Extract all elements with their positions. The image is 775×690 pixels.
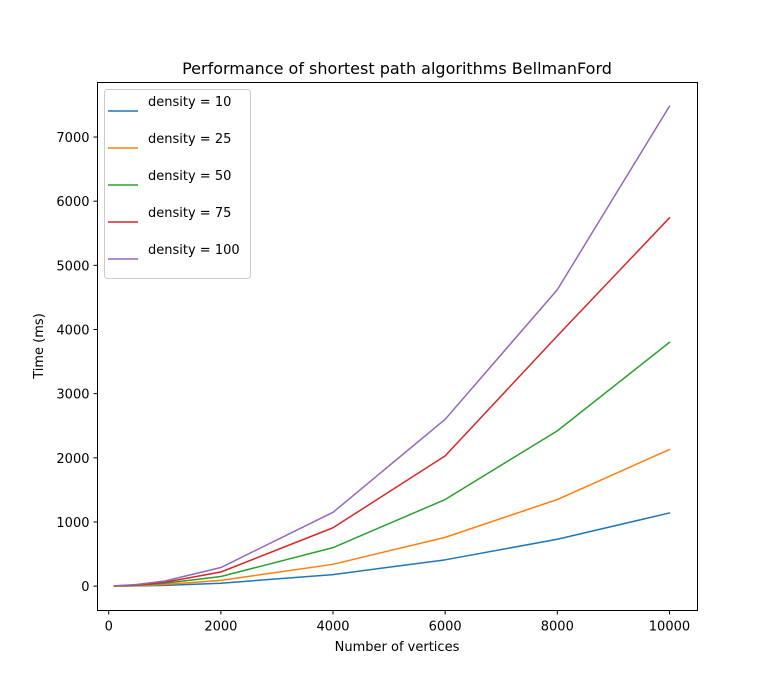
x-axis-ticks: 0 2000 4000 6000 8000 10000 [105,610,690,635]
x-tick-label: 6000 [429,620,462,635]
x-tick-label: 8000 [541,620,574,635]
y-tick-label: 7000 [56,131,89,146]
x-tick-label: 10000 [649,620,690,635]
legend-label-3: density = 75 [148,206,231,221]
legend-label-4: density = 100 [148,243,240,258]
y-tick-label: 5000 [56,259,89,274]
y-tick-label: 4000 [56,323,89,338]
y-axis-label: Time (ms) [32,313,47,380]
y-tick-label: 1000 [56,516,89,531]
y-tick-label: 3000 [56,388,89,403]
series-line-1 [113,448,671,587]
x-tick-label: 0 [105,620,113,635]
y-axis-ticks: 0 1000 2000 3000 4000 5000 6000 7000 [56,131,98,595]
y-tick-label: 6000 [56,195,89,210]
plot-frame [97,82,698,611]
legend-frame [104,89,251,279]
series-line-4 [113,105,671,587]
plot-lines [113,105,671,587]
x-tick-label: 4000 [316,620,349,635]
legend-label-1: density = 25 [148,132,231,147]
x-tick-label: 2000 [204,620,237,635]
legend-label-0: density = 10 [148,95,231,110]
legend-label-2: density = 50 [148,169,231,184]
y-tick-label: 0 [81,580,89,595]
chart-title: Performance of shortest path algorithms … [182,59,612,78]
y-tick-label: 2000 [56,452,89,467]
legend-items: density = 10 density = 25 density = 50 dens… [108,95,240,260]
x-axis-label: Number of vertices [335,640,460,655]
legend: density = 10 density = 25 density = 50 dens… [104,89,251,279]
